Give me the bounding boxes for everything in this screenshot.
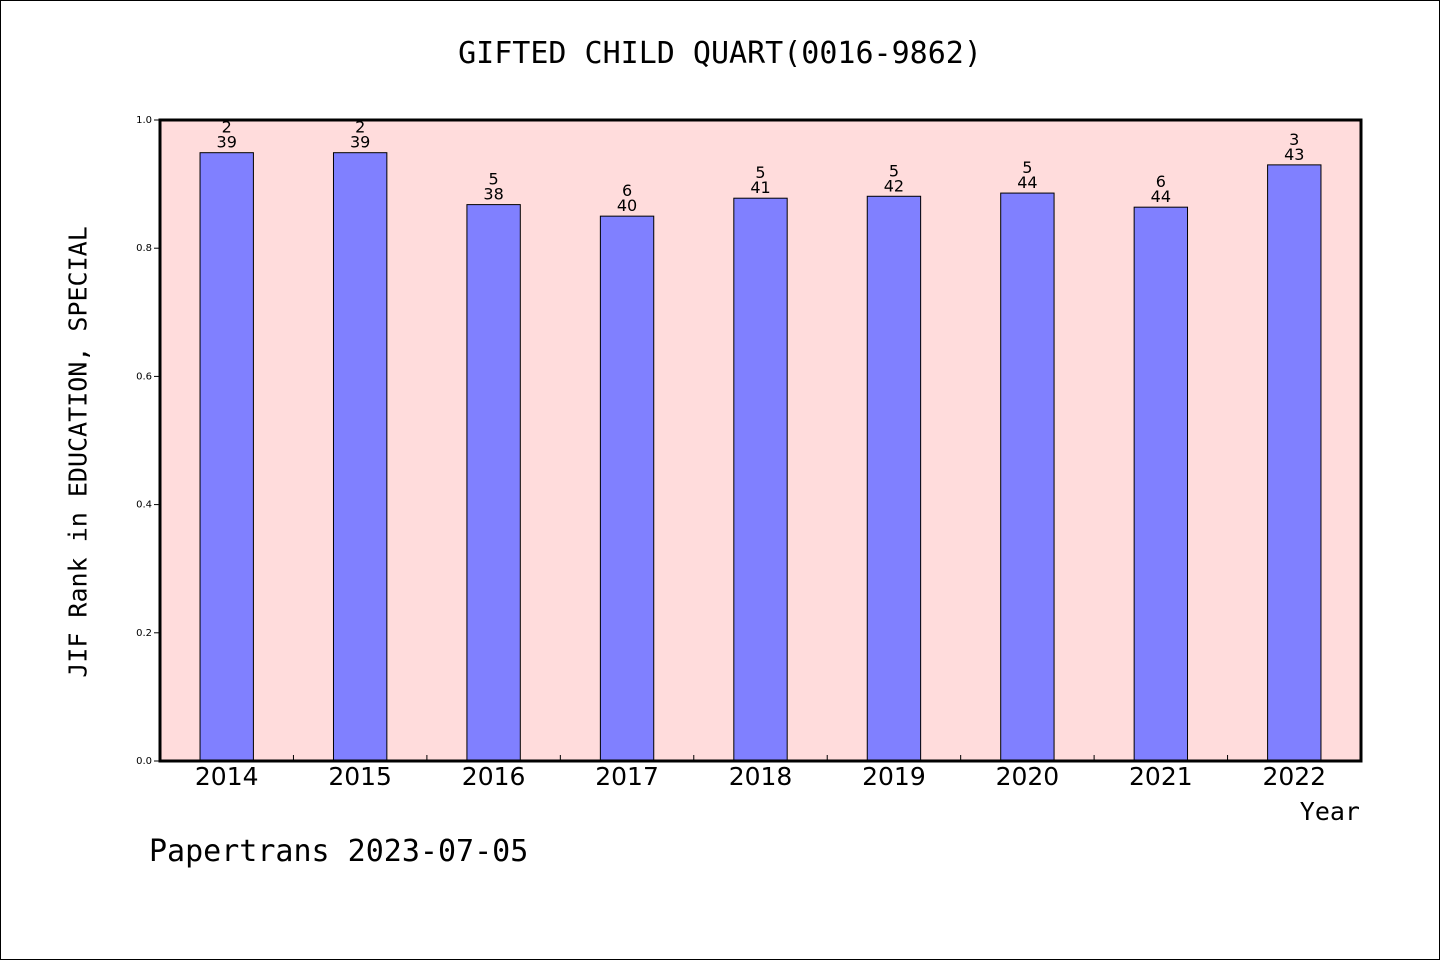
bar-total-label: 39 xyxy=(217,133,237,152)
y-tick-label: 0.6 xyxy=(136,371,152,382)
bar-rank-label: 5 xyxy=(1022,158,1032,177)
bar-2018 xyxy=(733,197,788,762)
bar-total-label: 41 xyxy=(750,178,770,197)
y-axis: 0.0 0.2 0.4 0.6 0.8 1.0 xyxy=(136,115,160,767)
x-tick-label: 2018 xyxy=(729,762,793,791)
bar-rank-label: 5 xyxy=(889,161,899,180)
bar-rank-label: 6 xyxy=(622,181,632,200)
bar-rank-label: 5 xyxy=(755,163,765,182)
x-tick-label: 2016 xyxy=(462,762,526,791)
bar-rank-label: 2 xyxy=(355,118,365,137)
bar-total-label: 43 xyxy=(1284,145,1304,164)
bar-2019 xyxy=(866,195,922,762)
bar-rank-label: 2 xyxy=(222,118,232,137)
bar-total-label: 40 xyxy=(617,196,637,215)
y-tick-label: 0.8 xyxy=(136,243,152,254)
bar-rank-label: 3 xyxy=(1289,130,1299,149)
x-tick-label: 2015 xyxy=(328,762,392,791)
x-tick-label: 2021 xyxy=(1129,762,1193,791)
bar-total-label: 44 xyxy=(1017,173,1037,192)
bar-2020 xyxy=(1000,192,1055,762)
bar-2017 xyxy=(599,215,655,762)
x-tick-label: 2022 xyxy=(1262,762,1326,791)
y-tick-label: 0.2 xyxy=(136,628,152,639)
bar-2016 xyxy=(466,204,521,762)
y-tick-label: 0.4 xyxy=(136,500,152,511)
x-tick-label: 2017 xyxy=(595,762,659,791)
bar-2015 xyxy=(332,152,388,762)
bar-total-label: 39 xyxy=(350,133,370,152)
x-tick-label: 2020 xyxy=(996,762,1060,791)
bar-total-label: 42 xyxy=(884,176,904,195)
plot-border xyxy=(158,118,1363,763)
chart-title: GIFTED CHILD QUART(0016-9862) xyxy=(458,36,982,71)
bar-2014 xyxy=(199,152,254,762)
x-tick-label: 2014 xyxy=(195,762,259,791)
y-tick-label: 0.0 xyxy=(136,756,152,767)
bar-total-label: 44 xyxy=(1151,187,1171,206)
bar-total-label: 38 xyxy=(483,185,503,204)
x-axis: 2014 2015 2016 2017 2018 2019 2020 2021 2022 xyxy=(195,755,1326,791)
x-axis-label: Year xyxy=(1299,797,1360,826)
x-tick-label: 2019 xyxy=(862,762,926,791)
bar-2022 xyxy=(1267,164,1322,762)
bar-rank-label: 6 xyxy=(1156,172,1166,191)
y-tick-label: 1.0 xyxy=(136,115,152,126)
bar-2021 xyxy=(1133,206,1189,762)
bar-rank-label: 5 xyxy=(489,170,499,189)
footer-credit: Papertrans 2023-07-05 xyxy=(149,834,529,869)
